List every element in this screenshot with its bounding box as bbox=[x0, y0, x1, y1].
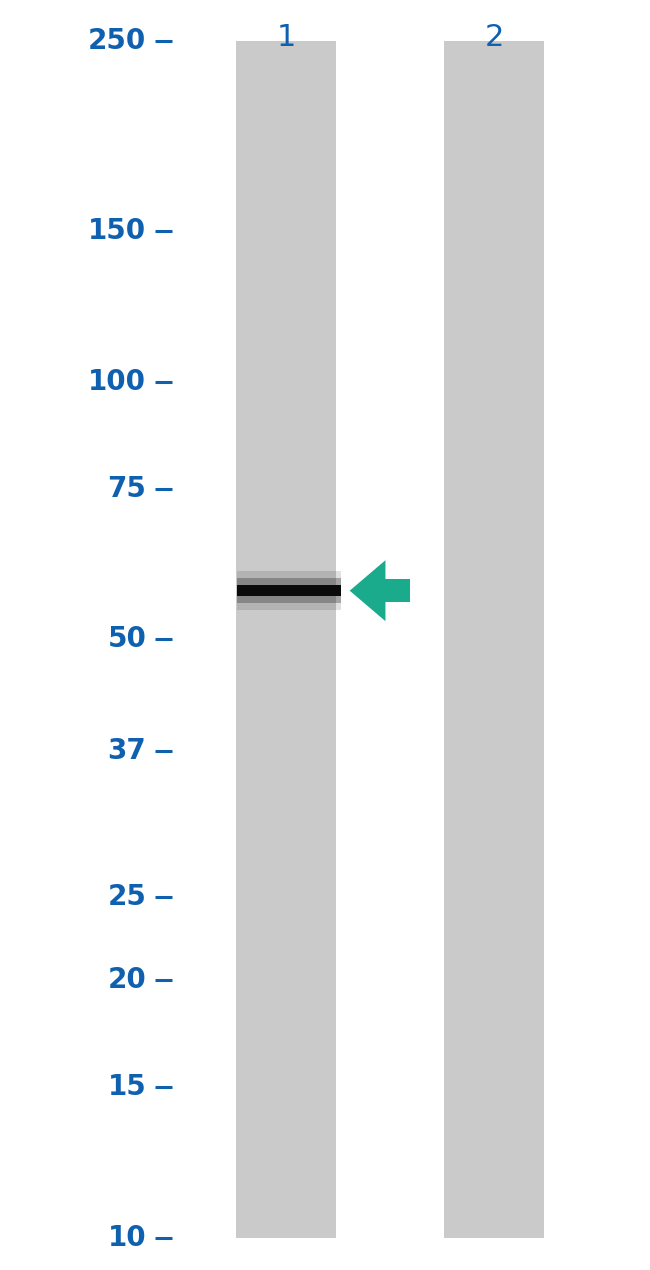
Bar bbox=[237, 572, 341, 585]
Text: 100: 100 bbox=[88, 367, 146, 395]
Bar bbox=[443, 41, 545, 1238]
Text: 1: 1 bbox=[276, 23, 296, 52]
Bar bbox=[237, 597, 341, 603]
Bar bbox=[237, 597, 341, 610]
Text: 37: 37 bbox=[107, 738, 146, 766]
Text: 25: 25 bbox=[107, 884, 146, 912]
Bar bbox=[237, 578, 341, 585]
Text: 250: 250 bbox=[88, 27, 146, 55]
Text: 50: 50 bbox=[107, 625, 146, 654]
Text: 15: 15 bbox=[107, 1073, 146, 1101]
Polygon shape bbox=[350, 560, 385, 621]
Text: 2: 2 bbox=[484, 23, 504, 52]
Bar bbox=[237, 585, 341, 597]
Text: 150: 150 bbox=[88, 217, 146, 245]
Text: 20: 20 bbox=[107, 966, 146, 994]
Bar bbox=[235, 41, 337, 1238]
Text: 10: 10 bbox=[108, 1224, 146, 1252]
Text: 75: 75 bbox=[107, 475, 146, 503]
Bar bbox=[385, 579, 410, 602]
